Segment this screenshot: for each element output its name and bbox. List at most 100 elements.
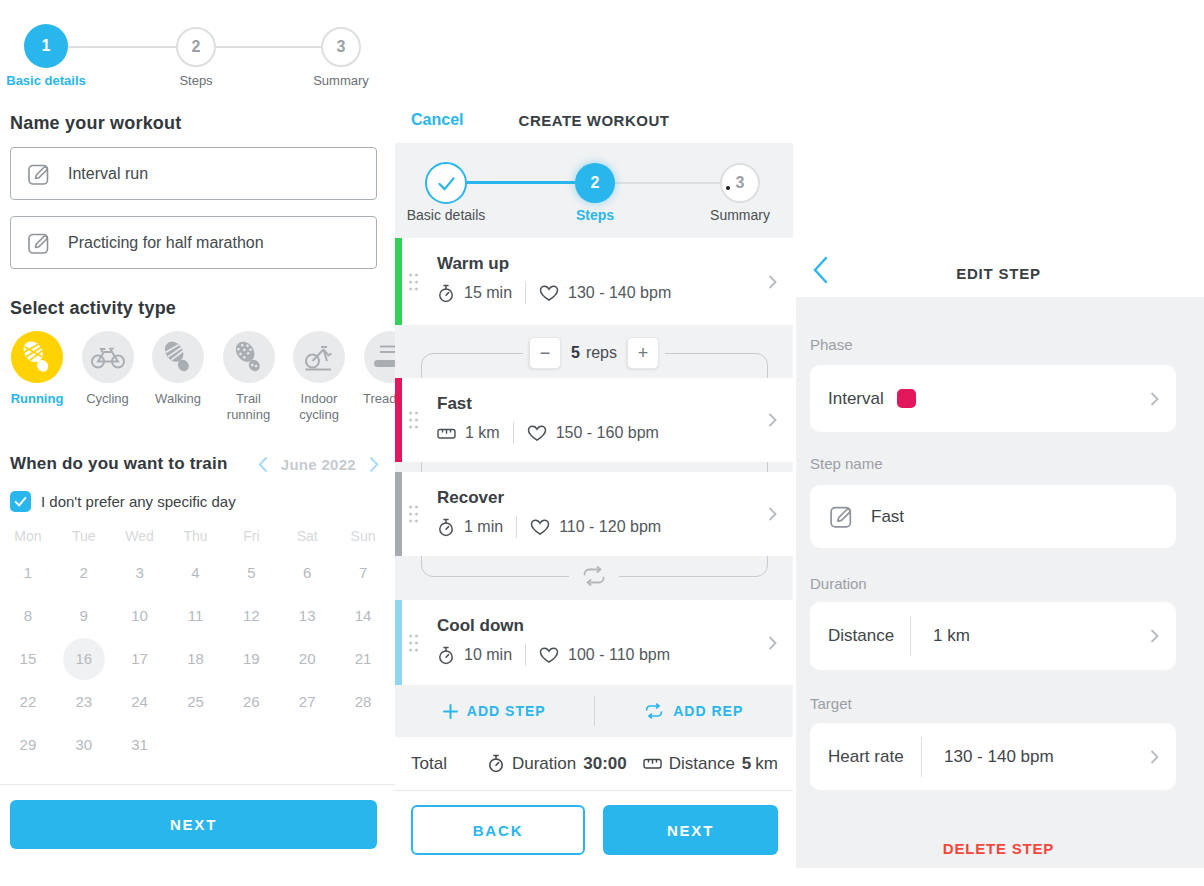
- calendar-day-26[interactable]: 26: [230, 681, 272, 723]
- edit-step-title: EDIT STEP: [793, 265, 1204, 282]
- calendar-day-17[interactable]: 17: [119, 638, 161, 680]
- next-button[interactable]: NEXT: [603, 805, 778, 855]
- step-name: Cool down: [437, 616, 524, 636]
- calendar-day-20[interactable]: 20: [286, 638, 328, 680]
- plus-icon: [443, 704, 458, 719]
- activity-running[interactable]: Running: [11, 331, 63, 383]
- calendar-day-1[interactable]: 1: [7, 552, 49, 594]
- activity-walking[interactable]: Walking: [152, 331, 204, 383]
- step-name-card[interactable]: Fast: [810, 485, 1176, 548]
- activity-trail-running[interactable]: Trail running: [223, 331, 275, 383]
- chevron-right-icon[interactable]: [369, 456, 379, 473]
- distance-icon: [437, 427, 456, 440]
- calendar-day-3[interactable]: 3: [119, 552, 161, 594]
- target-card[interactable]: Heart rate 130 - 140 bpm: [810, 723, 1176, 790]
- calendar-day-9[interactable]: 9: [63, 595, 105, 637]
- total-row: Total Duration 30:00 Distance 5 km: [395, 737, 793, 790]
- calendar-day-21[interactable]: 21: [342, 638, 384, 680]
- chevron-right-icon[interactable]: [768, 507, 777, 522]
- create-workout-title: CREATE WORKOUT: [395, 112, 793, 129]
- no-specific-day-checkbox[interactable]: [10, 491, 31, 512]
- pencil-icon: [828, 503, 855, 530]
- target-label: Target: [810, 695, 852, 712]
- calendar-day-24[interactable]: 24: [119, 681, 161, 723]
- step-card-warm-up[interactable]: Warm up 15 min 130 - 140 bpm: [395, 238, 793, 325]
- activity-cycling[interactable]: Cycling: [82, 331, 134, 383]
- calendar-day-5[interactable]: 5: [230, 552, 272, 594]
- heart-icon: [539, 646, 559, 664]
- stopwatch-icon: [487, 754, 505, 773]
- calendar-day-4[interactable]: 4: [174, 552, 216, 594]
- add-step-button[interactable]: ADD STEP: [395, 703, 594, 719]
- calendar-day-16[interactable]: 16: [63, 638, 105, 680]
- trail-shoe-icon: [223, 331, 275, 383]
- step-label-basic-details: Basic details: [395, 207, 516, 223]
- step-card-fast[interactable]: Fast 1 km 150 - 160 bpm: [395, 378, 793, 462]
- calendar-day-13[interactable]: 13: [286, 595, 328, 637]
- step-details: 1 min 110 - 120 bpm: [437, 516, 661, 538]
- stepper-line: [615, 182, 720, 184]
- chevron-right-icon[interactable]: [768, 635, 777, 650]
- step-circle-2[interactable]: 2: [575, 163, 615, 203]
- calendar-day-10[interactable]: 10: [119, 595, 161, 637]
- step-details: 1 km 150 - 160 bpm: [437, 422, 659, 444]
- calendar-day-6[interactable]: 6: [286, 552, 328, 594]
- calendar-day-2[interactable]: 2: [63, 552, 105, 594]
- step-color-bar: [395, 238, 402, 325]
- drag-handle-icon[interactable]: [408, 410, 419, 431]
- calendar-day-8[interactable]: 8: [7, 595, 49, 637]
- workout-description-input[interactable]: Practicing for half marathon: [10, 216, 377, 269]
- create-workout-app: 1 2 3 Basic details Steps Summary Name y…: [0, 0, 1204, 886]
- calendar-day-14[interactable]: 14: [342, 595, 384, 637]
- calendar-day-30[interactable]: 30: [63, 724, 105, 766]
- chevron-left-icon[interactable]: [258, 456, 268, 473]
- activity-indoor-cycling[interactable]: Indoor cycling: [293, 331, 345, 383]
- step-circle-2[interactable]: 2: [176, 27, 216, 67]
- step-circle-3[interactable]: 3: [321, 27, 361, 67]
- add-rep-button[interactable]: ADD REP: [595, 703, 794, 719]
- reps-control: − 5reps +: [523, 337, 665, 369]
- calendar-day-19[interactable]: 19: [230, 638, 272, 680]
- calendar-day-7[interactable]: 7: [342, 552, 384, 594]
- heart-icon: [527, 424, 547, 442]
- calendar-day-15[interactable]: 15: [7, 638, 49, 680]
- phase-card[interactable]: Interval: [810, 365, 1176, 432]
- workout-name-input[interactable]: Interval run: [10, 147, 377, 200]
- calendar-day-28[interactable]: 28: [342, 681, 384, 723]
- calendar-day-25[interactable]: 25: [174, 681, 216, 723]
- drag-handle-icon[interactable]: [408, 632, 419, 653]
- stepper-line-done: [467, 181, 575, 184]
- calendar-day-31[interactable]: 31: [119, 724, 161, 766]
- step-circle-1[interactable]: 1: [24, 24, 68, 68]
- drag-handle-icon[interactable]: [408, 504, 419, 525]
- chevron-right-icon: [1150, 749, 1159, 764]
- back-button[interactable]: BACK: [411, 805, 585, 855]
- chevron-right-icon[interactable]: [768, 413, 777, 428]
- delete-step-button[interactable]: DELETE STEP: [793, 840, 1204, 857]
- calendar-day-12[interactable]: 12: [230, 595, 272, 637]
- next-button[interactable]: NEXT: [10, 800, 377, 849]
- reps-minus-button[interactable]: −: [529, 337, 561, 369]
- step-circle-3[interactable]: 3: [720, 163, 760, 203]
- when-train-title: When do you want to train: [10, 454, 227, 474]
- distance-icon: [643, 757, 662, 770]
- drag-handle-icon[interactable]: [408, 271, 419, 292]
- step-card-cool-down[interactable]: Cool down 10 min 100 - 110 bpm: [395, 600, 793, 685]
- calendar-day-23[interactable]: 23: [63, 681, 105, 723]
- activity-treadmill[interactable]: Treadmill: [364, 331, 396, 383]
- step-circle-done[interactable]: [425, 162, 467, 204]
- calendar-day-27[interactable]: 27: [286, 681, 328, 723]
- step-label-steps: Steps: [525, 207, 665, 223]
- calendar-day-29[interactable]: 29: [7, 724, 49, 766]
- duration-card[interactable]: Distance 1 km: [810, 602, 1176, 670]
- calendar-day-11[interactable]: 11: [174, 595, 216, 637]
- reps-plus-button[interactable]: +: [627, 337, 659, 369]
- chevron-right-icon[interactable]: [768, 274, 777, 289]
- check-icon: [437, 176, 456, 191]
- step-card-recover[interactable]: Recover 1 min 110 - 120 bpm: [395, 472, 793, 556]
- weekday-label: Wed: [125, 528, 154, 544]
- calendar-day-22[interactable]: 22: [7, 681, 49, 723]
- select-activity-title: Select activity type: [10, 298, 176, 319]
- calendar-day-18[interactable]: 18: [174, 638, 216, 680]
- step-label-summary: Summary: [276, 73, 395, 88]
